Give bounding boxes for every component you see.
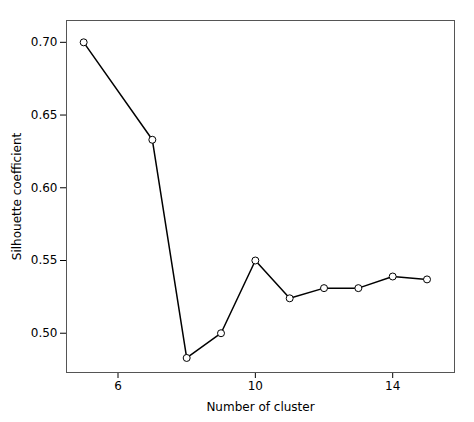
svg-text:6: 6 — [114, 379, 122, 393]
svg-text:0.70: 0.70 — [31, 35, 58, 49]
svg-text:Number of cluster: Number of cluster — [206, 400, 314, 414]
svg-text:14: 14 — [385, 379, 400, 393]
svg-text:0.65: 0.65 — [31, 108, 58, 122]
svg-text:Silhouette coefficient: Silhouette coefficient — [10, 133, 24, 261]
svg-text:0.55: 0.55 — [31, 253, 58, 267]
svg-text:10: 10 — [248, 379, 263, 393]
svg-text:0.60: 0.60 — [31, 181, 58, 195]
svg-text:0.50: 0.50 — [31, 326, 58, 340]
